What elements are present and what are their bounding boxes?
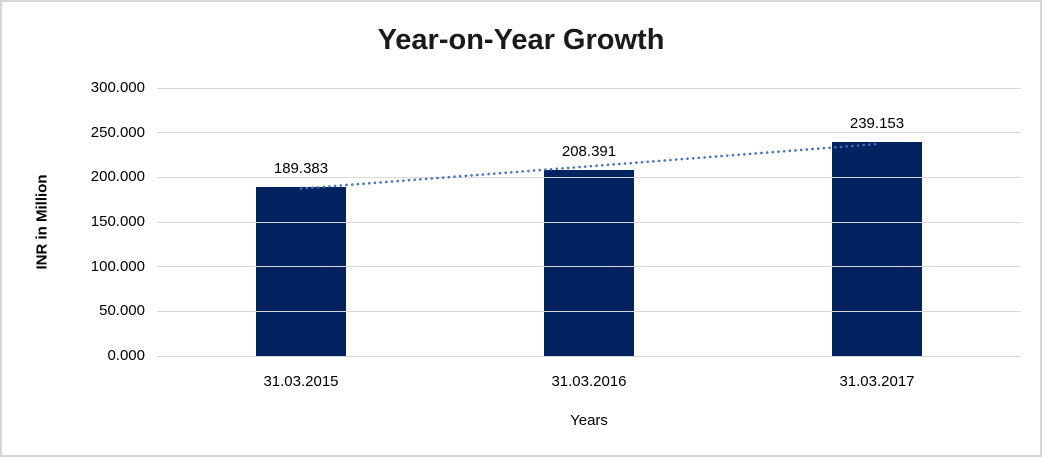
- x-tick-label: 31.03.2016: [551, 373, 627, 390]
- x-tick-label: 31.03.2017: [839, 373, 915, 390]
- chart-title: Year-on-Year Growth: [377, 24, 665, 56]
- gridline: [157, 266, 1021, 268]
- bar-value-label: 239.153: [849, 115, 905, 133]
- bar-value-label: 189.383: [273, 159, 329, 177]
- gridline: [157, 355, 1021, 357]
- y-tick-label: 100.000: [90, 257, 145, 275]
- gridline: [157, 132, 1021, 134]
- gridline: [157, 176, 1021, 178]
- x-axis-title: Years: [570, 412, 608, 429]
- y-tick-label: 200.000: [90, 168, 145, 186]
- gridline: [157, 87, 1021, 89]
- y-tick-label: 300.000: [90, 79, 145, 96]
- x-tick-label: 31.03.2015: [263, 373, 339, 390]
- y-tick-label: 50.000: [99, 302, 145, 320]
- gridline: [157, 310, 1021, 312]
- bar-31.03.2016: [544, 169, 634, 356]
- gridline: [157, 221, 1021, 223]
- bar-31.03.2017: [832, 142, 922, 356]
- y-tick-label: 150.000: [90, 213, 145, 230]
- bar-31.03.2015: [256, 186, 346, 356]
- y-tick-label: 250.000: [90, 123, 145, 141]
- bar-value-label: 208.391: [561, 142, 617, 160]
- y-tick-label: 0.000: [107, 347, 145, 364]
